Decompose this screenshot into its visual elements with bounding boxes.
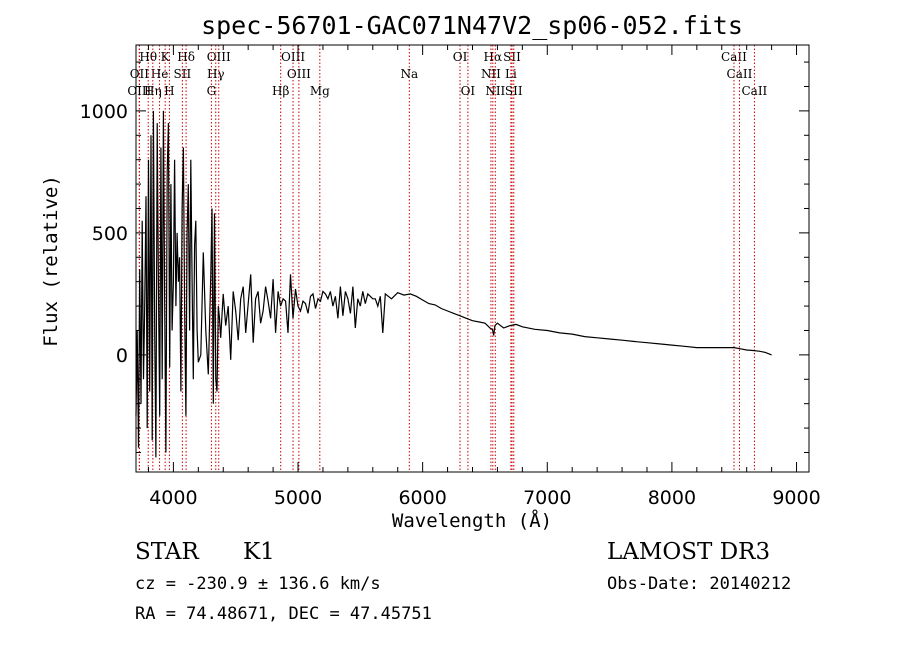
x-tick-label-0: 4000 — [149, 487, 197, 509]
line-label-11: SII — [174, 67, 192, 81]
line-label-13: OIII — [287, 67, 311, 81]
sky-coordinates: RA = 74.48671, DEC = 47.45751 — [135, 604, 432, 624]
line-label-20: H — [164, 84, 174, 98]
line-label-0: Hθ — [139, 50, 157, 64]
x-tick-label-2: 6000 — [398, 487, 446, 509]
line-label-27: CaII — [741, 84, 767, 98]
x-tick-label-3: 7000 — [523, 487, 571, 509]
line-label-15: NII — [481, 67, 501, 81]
object-class: STAR — [135, 539, 199, 565]
chart-title: spec-56701-GAC071N47V2_sp06-052.fits — [201, 11, 743, 40]
line-label-22: Hβ — [272, 84, 289, 98]
line-label-25: NII — [485, 84, 505, 98]
plot-frame — [135, 44, 810, 473]
line-label-7: SII — [503, 50, 521, 64]
line-label-6: Hα — [484, 50, 503, 64]
line-label-18: OIII — [127, 84, 151, 98]
line-label-8: CaII — [721, 50, 747, 64]
y-axis-label: Flux (relative) — [40, 175, 62, 347]
line-label-1: K — [161, 50, 171, 64]
y-tick-label-0: 0 — [116, 345, 128, 367]
line-label-4: OIII — [281, 50, 305, 64]
y-tick-label-1: 500 — [92, 223, 128, 245]
line-label-23: Mg — [310, 84, 330, 98]
line-label-19: Hη — [144, 84, 162, 98]
line-label-17: CaII — [727, 67, 753, 81]
x-axis-label: Wavelength (Å) — [392, 509, 552, 532]
line-label-24: OI — [461, 84, 476, 98]
line-label-16: Li — [505, 67, 517, 81]
x-tick-label-4: 8000 — [648, 487, 696, 509]
line-label-5: OI — [453, 50, 468, 64]
object-subclass: K1 — [243, 539, 275, 565]
line-label-12: Hγ — [207, 67, 225, 81]
spectrum-series — [135, 110, 772, 458]
line-label-2: Hδ — [177, 50, 195, 64]
line-label-26: SII — [505, 84, 523, 98]
redshift-velocity: cz = -230.9 ± 136.6 km/s — [135, 574, 381, 594]
y-tick-label-2: 1000 — [80, 101, 128, 123]
line-label-10: He — [151, 67, 169, 81]
observation-date: Obs-Date: 20140212 — [607, 574, 792, 594]
line-label-21: G — [207, 84, 217, 98]
x-tick-label-5: 9000 — [772, 487, 820, 509]
plot-axes: 4000 5000 6000 7000 8000 9000 0 500 1000 — [80, 44, 821, 509]
line-label-14: Na — [400, 67, 418, 81]
line-label-3: OIII — [207, 50, 231, 64]
survey-name: LAMOST DR3 — [607, 539, 771, 565]
x-tick-label-1: 5000 — [274, 487, 322, 509]
